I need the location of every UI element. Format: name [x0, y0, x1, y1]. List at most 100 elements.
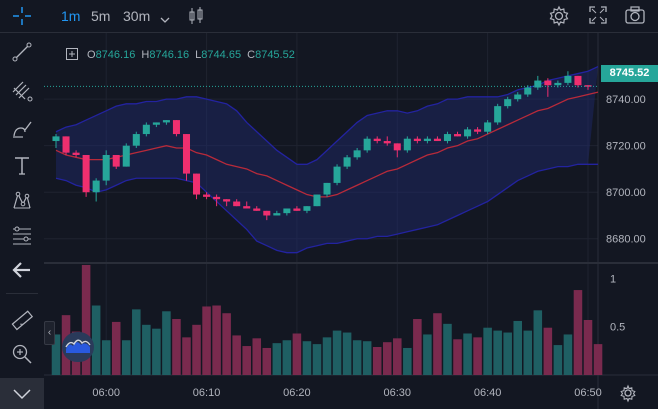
ruler-tool[interactable] [0, 305, 44, 339]
camera-icon[interactable] [625, 6, 645, 29]
toolbar-more[interactable] [0, 378, 44, 409]
volume-bar [111, 321, 121, 375]
zoom-tool[interactable] [0, 339, 44, 373]
candle-body [323, 182, 331, 195]
ruler-icon [11, 309, 34, 336]
chevron-down-icon[interactable] [160, 11, 170, 29]
time-axis-label: 06:30 [384, 387, 412, 399]
volume-bar [523, 330, 533, 375]
interval-1m[interactable]: 1m [61, 8, 81, 24]
candle-body [243, 206, 251, 209]
candle-body [544, 80, 552, 86]
pitchfork-tool[interactable] [0, 76, 44, 110]
candle-body [343, 157, 351, 167]
time-axis-label: 06:00 [92, 387, 120, 399]
volume-bar [453, 339, 462, 375]
pattern-icon [11, 190, 33, 217]
candle-body [283, 208, 291, 214]
candle-body [213, 196, 221, 200]
volume-bar [483, 327, 492, 375]
volume-bar [362, 341, 372, 375]
chart-area[interactable]: 8740.00 8720.00 8700.00 8680.00 1 0.5 06:00 06:… [44, 33, 658, 409]
axis-settings-icon[interactable] [620, 384, 636, 403]
price-chart[interactable]: 8740.00 8720.00 8700.00 8680.00 1 0.5 06:00 06:… [44, 33, 658, 409]
candle-body [464, 129, 472, 137]
crosshair-icon[interactable] [12, 6, 32, 31]
price-axis-label: 8720.00 [606, 141, 646, 153]
brush-tool[interactable] [0, 114, 44, 148]
pattern-tool[interactable] [0, 186, 44, 220]
legend-plus-icon[interactable] [66, 48, 78, 64]
interval-5m[interactable]: 5m [91, 8, 111, 24]
pitchfork-icon [11, 80, 33, 107]
volume-bar [463, 333, 472, 375]
candle-body [273, 213, 281, 216]
candle-body [574, 75, 582, 86]
candle-body [152, 122, 160, 125]
volume-bar [192, 324, 201, 375]
candle-body [413, 138, 421, 142]
collapse-panel-button[interactable]: ‹ [44, 321, 55, 345]
candle-body [72, 152, 80, 155]
candle-body [514, 94, 522, 100]
bollinger-lower-line [55, 163, 599, 254]
candle-body [494, 106, 502, 123]
volume-bar [252, 338, 262, 375]
volume-indicator-button[interactable] [62, 332, 94, 362]
candles-icon[interactable] [188, 6, 204, 31]
candle-body [564, 75, 572, 83]
fullscreen-icon[interactable] [589, 6, 607, 29]
volume-bar [342, 332, 352, 375]
volume-bar [132, 309, 141, 375]
volume-bar [593, 344, 603, 375]
chevron-down-icon [12, 387, 32, 405]
legend-close: 8745.52 [255, 49, 295, 61]
candle-body [162, 120, 170, 123]
text-tool[interactable] [0, 151, 44, 185]
trendline-tool[interactable] [0, 37, 44, 71]
candle-body [62, 136, 70, 153]
volume-bar [172, 319, 181, 375]
candle-body [52, 136, 60, 142]
brush-icon [11, 118, 33, 145]
candle-body [172, 120, 180, 135]
volume-bar [232, 335, 241, 375]
volume-bar [101, 340, 111, 375]
candle-body [263, 210, 271, 216]
fib-tool[interactable] [0, 221, 44, 255]
volume-bar [563, 334, 573, 375]
volume-bar [152, 328, 161, 375]
bollinger-fill [56, 66, 599, 253]
candle-body [112, 154, 120, 167]
ohlc-legend: O8746.16 H8746.16 L8744.65 C8745.52 [66, 48, 295, 64]
candle-body [193, 173, 201, 195]
volume-bar [493, 330, 502, 375]
back-tool[interactable] [0, 255, 44, 289]
candle-body [92, 180, 100, 193]
volume-bar [553, 345, 563, 375]
volume-bar [81, 264, 91, 375]
candle-body [333, 166, 341, 183]
volume-bar [162, 311, 171, 375]
volume-axis-label: 0.5 [610, 322, 625, 334]
gear-icon[interactable] [548, 5, 570, 32]
candle-body [132, 134, 140, 146]
candle-body [223, 199, 231, 202]
volume-bar [262, 347, 272, 375]
volume-bar [312, 344, 322, 375]
candle-body [142, 124, 150, 135]
legend-high: 8746.16 [149, 49, 190, 61]
volume-bar [91, 305, 101, 375]
time-axis-label: 06:20 [283, 387, 311, 399]
legend-open-key: O [87, 49, 96, 61]
top-toolbar: 1m 5m 30m [0, 0, 658, 33]
candle-body [383, 141, 391, 144]
volume-bar [533, 310, 543, 375]
volume-bar [433, 313, 442, 375]
volume-bar [372, 347, 382, 375]
candle-body [303, 206, 311, 211]
volume-bar [393, 338, 402, 375]
interval-30m[interactable]: 30m [123, 8, 151, 24]
candle-body [122, 145, 130, 167]
volume-axis-label: 1 [610, 273, 616, 285]
